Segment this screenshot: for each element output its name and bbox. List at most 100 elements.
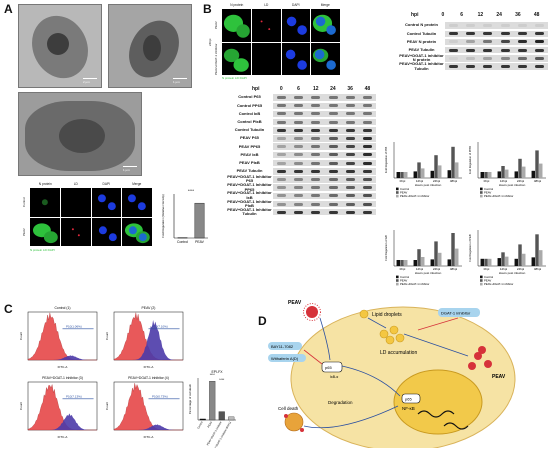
blot-band — [449, 40, 459, 44]
legend-label: PEAV+DGAT-1 inhibitor — [484, 282, 513, 286]
blot-band — [345, 145, 355, 149]
if-image — [60, 188, 91, 217]
bar — [194, 202, 205, 239]
y-axis-label: Fold Regulation of PP65 — [468, 145, 472, 174]
legend-swatch — [396, 187, 399, 191]
panel-c-label: C — [4, 302, 13, 316]
blot-row: PEAV+DGAT-1 Inhibitor IκB — [226, 191, 376, 201]
blot-band — [362, 137, 372, 141]
legend-swatch — [480, 194, 483, 198]
blot-band — [328, 128, 338, 132]
blot-band — [311, 137, 321, 141]
bar — [522, 166, 526, 178]
flow-histogram: PEAV (2) P10(7.10%) FITC-A Count — [105, 306, 184, 369]
flow-histogram: Control (1) P10(1.06%) FITC-A Count — [19, 306, 98, 369]
blot-band — [483, 56, 493, 60]
blot-band — [517, 40, 527, 44]
blot-band — [483, 32, 493, 36]
legend-label: Control — [484, 275, 493, 279]
blot-band — [294, 186, 304, 190]
blot-band — [294, 128, 304, 132]
tick-label: 48hpi — [450, 179, 458, 183]
blot-strip — [273, 110, 376, 118]
bar — [218, 411, 225, 421]
tick-label: 12hpi — [416, 179, 424, 183]
blot-band — [345, 210, 355, 214]
blot-label: PEAV IκB — [240, 151, 259, 157]
p65-complex — [321, 361, 343, 373]
hpi-value: 12 — [312, 86, 319, 92]
blot-band — [362, 194, 372, 198]
blot-band — [311, 194, 321, 198]
bar — [447, 259, 451, 266]
p65-nuclear — [401, 393, 421, 404]
blot-band — [449, 24, 459, 28]
blot-strip — [273, 143, 376, 150]
blot-band — [277, 153, 287, 157]
if-image — [251, 9, 281, 42]
bar — [413, 260, 417, 266]
blot-band — [500, 65, 510, 69]
blot-label: PEAV Tubulin — [408, 46, 435, 52]
blot-band — [311, 96, 321, 100]
blot-row: PEAV Tubulin — [226, 168, 376, 176]
blot-band — [277, 210, 287, 214]
bar — [539, 163, 543, 178]
blot-band — [311, 112, 321, 116]
b-if-col-label: LD — [264, 3, 269, 7]
x-axis-label: FITC-A — [144, 435, 154, 439]
blot-band — [328, 104, 338, 108]
blot-band — [328, 177, 338, 181]
blot-band — [294, 194, 304, 198]
blot-band — [311, 161, 321, 165]
blot-band — [466, 32, 476, 36]
bar — [501, 252, 505, 266]
b-quant-chart: 0hpi 12hpi 24hpi 48hpi Hours post infection F… — [384, 142, 462, 198]
blot-band — [328, 112, 338, 116]
blot-label: PEAV N protein — [406, 38, 437, 44]
mechanism-diagram: PEAV Lipid droplets DGAT-1 inhibitor BAY… — [268, 294, 548, 448]
blot-row: PEAV PIκB — [226, 159, 376, 168]
bar — [400, 172, 404, 178]
cell-body — [290, 306, 516, 448]
blot-strip — [273, 135, 376, 142]
b-if-header: N protein LD DAPI Merge — [222, 3, 340, 7]
legend-swatch — [480, 279, 483, 282]
blot-label: PEAV+DGAT-1 inhibitor Tubulin — [399, 61, 444, 71]
hpi-value: 48 — [533, 12, 540, 18]
y-axis-label: Fold Regulation (Relative intensity) — [161, 194, 165, 237]
x-axis-label: Hours post infection — [415, 271, 442, 275]
blot-band — [294, 210, 304, 214]
bar — [518, 158, 522, 178]
b-if-group-label: 24hpi — [208, 38, 212, 46]
blot-band — [466, 65, 476, 69]
bay-label: BAY11-7082 — [271, 344, 294, 349]
blot-row: PEAV+DGAT-1 Inhibitor PIκB — [226, 199, 376, 209]
blot-band — [294, 153, 304, 157]
bar — [480, 172, 484, 178]
bar — [396, 172, 400, 178]
pathway-arrow — [303, 405, 399, 429]
peav-right-label: PEAV — [492, 374, 506, 380]
y-axis-label: Fold Regulation of PIκB — [468, 234, 472, 262]
dgat-inhibitor-pill — [438, 308, 480, 317]
tick-label: 48hpi — [534, 179, 542, 183]
blot-band — [328, 96, 338, 100]
blot-band — [449, 56, 459, 60]
blot-label: Control Tubulin — [406, 30, 437, 36]
hpi-value: 0 — [441, 12, 445, 18]
em-scale-2: 1 μm — [173, 78, 187, 84]
degradation-label: Degradation — [328, 400, 353, 405]
x-axis-label: FITC-A — [58, 365, 68, 369]
virus-cluster-icon — [468, 346, 492, 370]
blot-strip — [273, 151, 376, 159]
blot-strip — [445, 30, 548, 38]
bar — [518, 244, 522, 266]
legend-label: PEAV — [400, 191, 407, 195]
blot-label: Control Tubulin — [234, 127, 265, 133]
legend-swatch — [480, 191, 483, 194]
blot-band — [311, 104, 321, 108]
blot-band — [517, 56, 527, 60]
if-image — [30, 188, 60, 217]
